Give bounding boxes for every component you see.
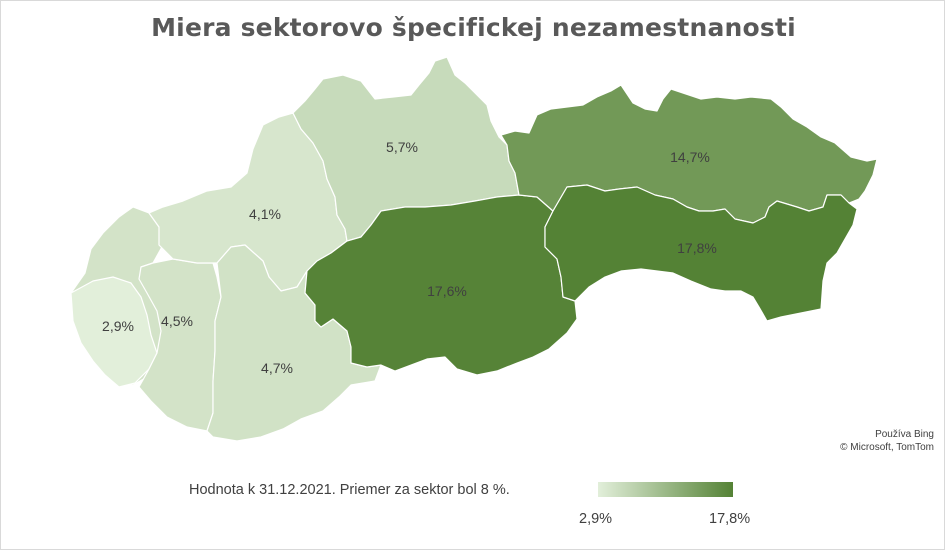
region-label-zilina: 5,7% bbox=[386, 139, 418, 155]
region-kosice[interactable] bbox=[544, 184, 858, 322]
region-label-nitra: 4,7% bbox=[261, 360, 293, 376]
legend-min-label: 2,9% bbox=[579, 511, 613, 527]
attribution-line-1: Používa Bing bbox=[875, 429, 934, 440]
legend-note: Hodnota k 31.12.2021. Priemer za sektor … bbox=[189, 482, 510, 498]
region-label-presov: 14,7% bbox=[670, 149, 710, 165]
region-label-trencin: 4,1% bbox=[249, 206, 281, 222]
legend-gradient-bar bbox=[598, 482, 733, 497]
map-title: Miera sektorovo špecifickej nezamestnano… bbox=[151, 13, 796, 42]
region-label-trnava: 4,5% bbox=[161, 313, 193, 329]
map-attribution: Používa Bing © Microsoft, TomTom bbox=[840, 428, 934, 454]
region-banska-bystrica[interactable] bbox=[304, 194, 578, 376]
region-label-kosice: 17,8% bbox=[677, 240, 717, 256]
attribution-line-2: © Microsoft, TomTom bbox=[840, 442, 934, 453]
region-label-bratislava: 2,9% bbox=[102, 318, 134, 334]
legend-max-label: 17,8% bbox=[709, 511, 751, 527]
region-label-banska-bystrica: 17,6% bbox=[427, 283, 467, 299]
